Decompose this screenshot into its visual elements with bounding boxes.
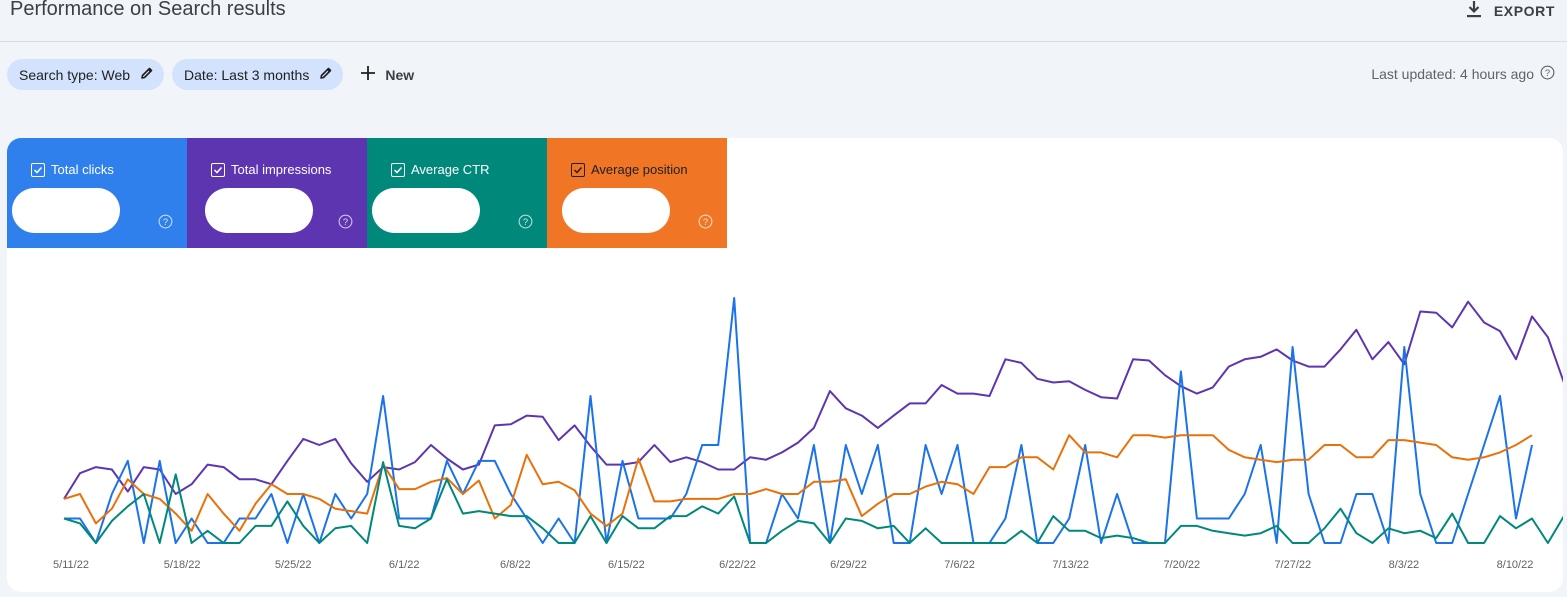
x-tick-label: 5/18/22 (164, 559, 201, 571)
metric-value-redacted (12, 188, 120, 233)
export-label: EXPORT (1493, 3, 1555, 19)
download-icon (1466, 0, 1482, 23)
x-tick-label: 6/22/22 (719, 559, 756, 571)
metric-value-redacted (372, 188, 480, 233)
checkbox-checked-icon[interactable] (571, 162, 585, 177)
metric-value-redacted (562, 188, 670, 233)
x-tick-label: 7/6/22 (944, 559, 975, 571)
x-tick-label: 6/15/22 (608, 559, 645, 571)
new-label: New (385, 66, 415, 83)
x-tick-label: 6/8/22 (500, 559, 531, 571)
metric-card-total-impressions[interactable]: Total impressions ? (187, 138, 367, 248)
x-tick-label: 6/1/22 (389, 559, 420, 571)
filter-bar: Search type: Web Date: Last 3 months New (7, 59, 414, 90)
search-type-chip[interactable]: Search type: Web (7, 59, 165, 90)
metric-label: Total clicks (51, 162, 114, 177)
new-filter-button[interactable]: New (361, 66, 414, 83)
plus-icon (361, 66, 376, 83)
edit-pencil-icon (319, 66, 333, 83)
help-icon[interactable]: ? (698, 214, 713, 234)
svg-text:?: ? (703, 217, 708, 227)
chip-label: Search type: Web (19, 66, 131, 83)
help-icon[interactable]: ? (338, 214, 353, 234)
svg-text:?: ? (163, 217, 168, 227)
series-line-average-position (63, 434, 1533, 532)
chip-label: Date: Last 3 months (184, 66, 310, 83)
help-icon[interactable]: ? (1540, 65, 1555, 83)
metric-card-average-ctr[interactable]: Average CTR ? (367, 138, 547, 248)
metric-card-total-clicks[interactable]: Total clicks ? (7, 138, 187, 248)
export-button[interactable]: EXPORT (1466, 0, 1555, 22)
series-line-average-ctr (63, 461, 1563, 544)
date-range-chip[interactable]: Date: Last 3 months (172, 59, 344, 90)
x-tick-label: 5/25/22 (275, 559, 312, 571)
x-tick-label: 7/27/22 (1274, 559, 1311, 571)
performance-card: Total clicks ? Total impressions ? Avera… (7, 138, 1563, 592)
metric-value-redacted (205, 188, 313, 233)
checkbox-checked-icon[interactable] (391, 162, 405, 177)
metric-label: Average position (591, 162, 688, 177)
x-tick-label: 7/13/22 (1052, 559, 1089, 571)
x-tick-label: 5/11/22 (53, 559, 89, 571)
metric-label: Total impressions (231, 162, 332, 177)
help-icon[interactable]: ? (158, 214, 173, 234)
last-updated: Last updated: 4 hours ago ? (1371, 65, 1555, 83)
svg-text:?: ? (523, 217, 528, 227)
x-tick-label: 6/29/22 (830, 559, 867, 571)
svg-text:?: ? (1545, 68, 1550, 78)
svg-text:?: ? (343, 217, 348, 227)
last-updated-text: Last updated: 4 hours ago (1371, 66, 1534, 82)
x-tick-label: 8/10/22 (1497, 559, 1534, 571)
page-title: Performance on Search results (10, 0, 286, 20)
series-line-total-impressions (63, 300, 1563, 500)
series-line-total-clicks (64, 297, 1533, 544)
x-tick-label: 7/20/22 (1163, 559, 1200, 571)
checkbox-checked-icon[interactable] (211, 162, 225, 177)
page-header: Performance on Search results EXPORT (0, 0, 1567, 42)
metric-card-average-position[interactable]: Average position ? (547, 138, 727, 248)
checkbox-checked-icon[interactable] (31, 162, 45, 177)
metric-label: Average CTR (411, 162, 490, 177)
edit-pencil-icon (140, 66, 154, 83)
performance-line-chart: 5/11/22 5/18/22 5/25/22 6/1/22 6/8/22 6/15/22… (53, 297, 1563, 571)
help-icon[interactable]: ? (518, 214, 533, 234)
x-tick-label: 8/3/22 (1389, 559, 1420, 571)
